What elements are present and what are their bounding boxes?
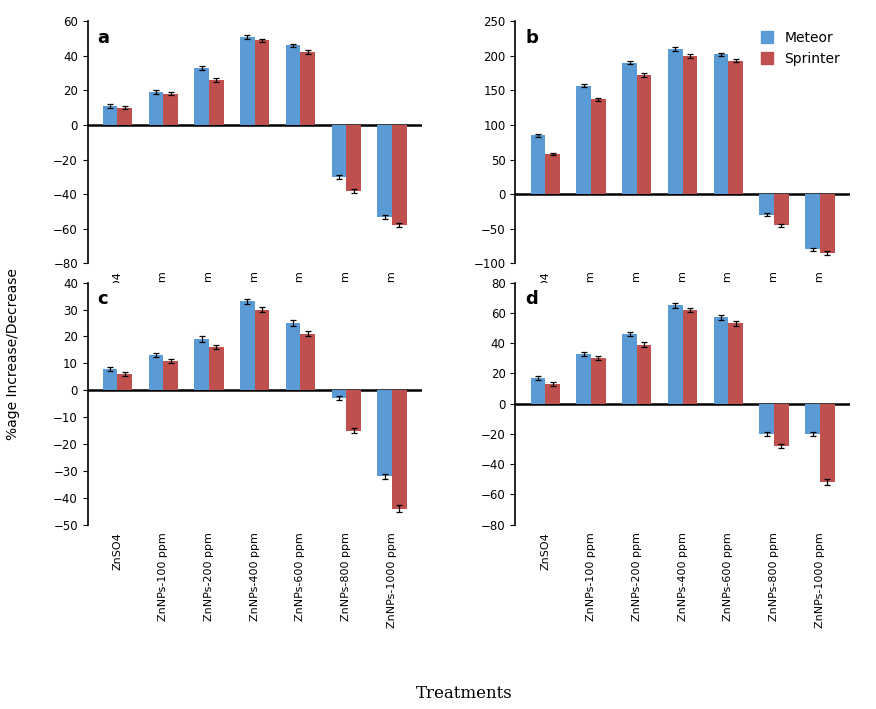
Bar — [332, 390, 346, 398]
Bar — [728, 323, 743, 403]
Bar — [286, 323, 300, 390]
Bar — [622, 63, 637, 194]
Bar — [209, 347, 223, 390]
Bar — [300, 52, 315, 125]
Bar — [591, 358, 605, 403]
Bar — [820, 194, 835, 253]
Bar — [392, 390, 406, 508]
Text: c: c — [97, 290, 109, 308]
Bar — [117, 108, 132, 125]
Bar — [774, 403, 788, 446]
Bar — [209, 80, 223, 125]
Bar — [805, 194, 820, 250]
Bar — [774, 194, 788, 225]
Bar — [759, 194, 774, 215]
Bar — [576, 354, 591, 403]
Legend: Meteor, Sprinter: Meteor, Sprinter — [755, 26, 845, 72]
Text: a: a — [97, 28, 110, 47]
Bar — [102, 369, 117, 390]
Bar — [714, 318, 728, 403]
Text: d: d — [526, 290, 538, 308]
Bar — [392, 125, 406, 225]
Bar — [378, 390, 392, 476]
Bar — [149, 355, 163, 390]
Bar — [531, 135, 545, 194]
Bar — [255, 310, 270, 390]
Bar — [531, 378, 545, 403]
Bar — [346, 390, 361, 430]
Bar — [668, 306, 682, 403]
Bar — [637, 345, 652, 403]
Bar — [682, 56, 697, 194]
Bar — [759, 403, 774, 434]
Text: b: b — [526, 28, 539, 47]
Bar — [622, 334, 637, 403]
Bar — [682, 310, 697, 403]
Bar — [194, 68, 209, 125]
Bar — [300, 334, 315, 390]
Bar — [240, 37, 255, 125]
Bar — [576, 86, 591, 194]
Bar — [728, 61, 743, 194]
Bar — [637, 75, 652, 194]
Text: %age Increase/Decrease: %age Increase/Decrease — [6, 269, 20, 440]
Bar — [545, 384, 560, 403]
Bar — [378, 125, 392, 217]
Bar — [163, 94, 178, 125]
Bar — [255, 40, 270, 125]
Bar — [163, 361, 178, 390]
Bar — [714, 55, 728, 194]
Bar — [820, 403, 835, 482]
Bar — [805, 403, 820, 434]
Bar — [332, 125, 346, 177]
Bar — [194, 339, 209, 390]
Text: Treatments: Treatments — [416, 685, 512, 702]
Bar — [545, 154, 560, 194]
Bar — [286, 45, 300, 125]
Bar — [591, 99, 605, 194]
Bar — [149, 92, 163, 125]
Bar — [117, 374, 132, 390]
Bar — [102, 106, 117, 125]
Bar — [668, 49, 682, 194]
Bar — [240, 301, 255, 390]
Bar — [346, 125, 361, 191]
